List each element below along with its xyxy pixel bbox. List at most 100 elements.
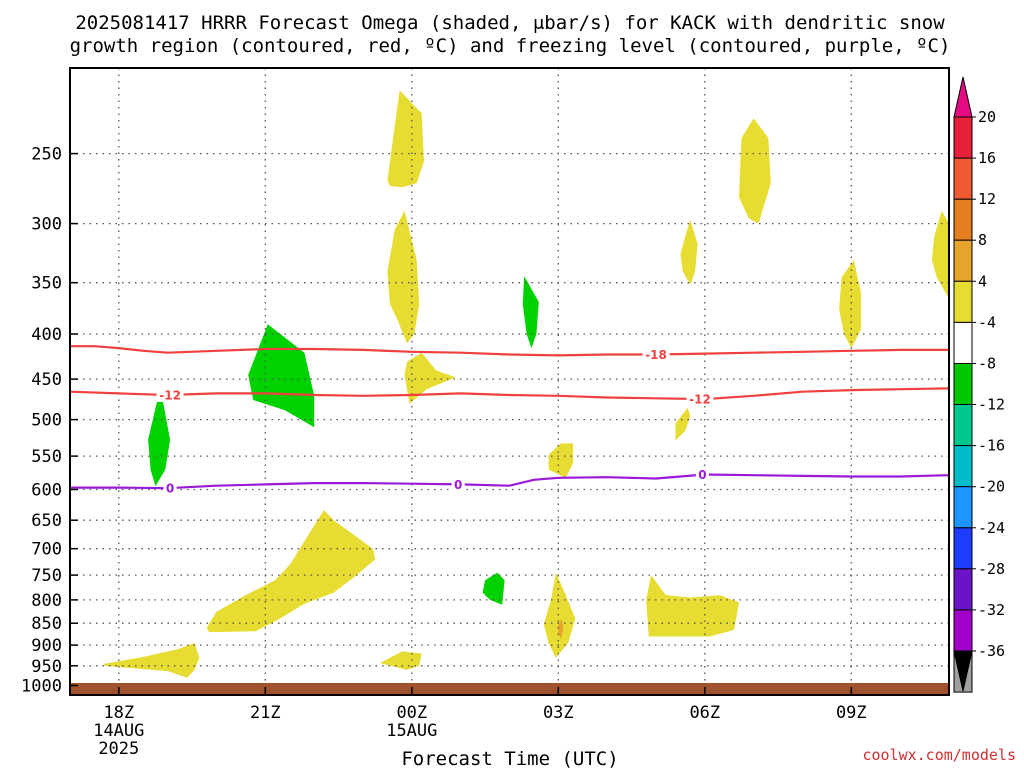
y-tick-label-950: 950 (31, 657, 62, 677)
contour-label--12-1: -12 (689, 393, 711, 407)
contour-label-bg--12-0 (156, 387, 184, 402)
omega-region-ascent-1 (248, 324, 315, 428)
y-tick-label-600: 600 (31, 481, 62, 501)
contour-label--12-0: -12 (159, 388, 181, 402)
colorbar-swatch-11 (953, 568, 973, 611)
y-tick-label-450: 450 (31, 370, 62, 390)
colorbar-swatch-6 (953, 363, 973, 406)
colorbar-swatch-10 (953, 527, 973, 570)
grid-layer (70, 68, 949, 695)
source-credit: coolwx.com/models (862, 746, 1016, 764)
contour-label-bg--12-1 (686, 392, 714, 406)
y-tick-label-1000: 1000 (21, 677, 62, 697)
ground-bar (70, 683, 949, 695)
colorbar-swatch-9 (953, 486, 973, 529)
colorbar-label-6: -8 (978, 355, 996, 373)
colorbar-label-10: -24 (978, 519, 1005, 537)
omega-region-ascent-2 (522, 276, 539, 349)
x-tick-label-00Z: 00Z (396, 703, 427, 723)
colorbar-label-1: 16 (978, 149, 996, 167)
omega-shading-layer (104, 90, 949, 678)
omega-region-sink-4 (739, 118, 771, 224)
y-tick-label-750: 750 (31, 566, 62, 586)
y-tick-label-250: 250 (31, 145, 62, 165)
omega-region-sink-3 (680, 219, 698, 285)
colorbar-label-5: -4 (978, 313, 996, 331)
y-tick-label-850: 850 (31, 614, 62, 634)
colorbar-label-8: -16 (978, 437, 1005, 455)
colorbar-swatch-1 (953, 157, 973, 200)
x-tick-label-21Z: 21Z (250, 703, 281, 723)
contour-label-bg-0-1 (451, 477, 465, 492)
omega-region-sink-10 (104, 643, 200, 678)
contour-label-0-0: 0 (166, 482, 174, 496)
colorbar-min-arrow (953, 650, 973, 692)
contour-label-bg-0-2 (695, 467, 709, 482)
colorbar-label-13: -36 (978, 642, 1005, 660)
colorbar: 20 16 12 8 4 -4 -8 -12 -16 -20 -24 -28 -32 -36 (953, 76, 1005, 693)
omega-region-sink-8 (548, 443, 573, 478)
colorbar-swatch-12 (953, 609, 973, 652)
colorbar-label-4: 4 (978, 272, 987, 290)
omega-region-sink-6 (931, 210, 949, 299)
omega-region-sink-0 (387, 90, 424, 188)
omega-region-ascent-3 (482, 572, 505, 605)
contour-label-0-1: 0 (454, 478, 462, 492)
contour-line--12 (70, 387, 949, 401)
colorbar-swatch-4 (953, 280, 973, 323)
chart-title-line-1: 2025081417 HRRR Forecast Omega (shaded, … (75, 12, 945, 34)
colorbar-swatch-0 (953, 116, 973, 159)
colorbar-label-9: -20 (978, 478, 1005, 496)
contour-layer: -18 -12 -12 0 0 0 (70, 345, 949, 496)
omega-region-sink-14 (558, 618, 564, 639)
chart-title-line-2: growth region (contoured, red, ºC) and f… (70, 35, 951, 57)
plot-frame (69, 67, 950, 696)
omega-region-sink-12 (543, 572, 576, 658)
colorbar-swatch-2 (953, 198, 973, 241)
colorbar-label-0: 20 (978, 108, 996, 126)
x-tick-label-09Z: 09Z (836, 703, 867, 723)
y-axis: 250 300 350 400 450 500 550 600 650 700 750 800 850 9… (21, 145, 78, 697)
x-tick-year-18Z: 2025 (98, 739, 139, 759)
y-tick-label-800: 800 (31, 591, 62, 611)
contour-line--18 (70, 345, 949, 357)
omega-region-sink-1 (387, 210, 420, 344)
y-tick-label-650: 650 (31, 511, 62, 531)
colorbar-label-12: -32 (978, 601, 1005, 619)
omega-region-sink-7 (675, 407, 691, 441)
x-tick-date-18Z: 14AUG (93, 721, 144, 741)
x-tick-label-18Z: 18Z (103, 703, 134, 723)
colorbar-label-11: -28 (978, 560, 1005, 578)
contour-line-0 (70, 473, 949, 490)
y-tick-label-350: 350 (31, 274, 62, 294)
y-tick-label-700: 700 (31, 540, 62, 560)
y-tick-label-400: 400 (31, 325, 62, 345)
omega-region-ascent-0 (148, 387, 171, 487)
colorbar-swatch-8 (953, 445, 973, 488)
omega-region-sink-11 (380, 651, 422, 670)
colorbar-swatch-3 (953, 239, 973, 282)
contour-label-0-2: 0 (698, 468, 706, 482)
x-tick-label-03Z: 03Z (543, 703, 574, 723)
colorbar-max-arrow (953, 76, 973, 118)
omega-region-sink-2 (404, 352, 456, 404)
y-tick-label-500: 500 (31, 411, 62, 431)
y-tick-label-300: 300 (31, 215, 62, 235)
y-tick-label-550: 550 (31, 447, 62, 467)
omega-region-sink-9 (206, 510, 376, 633)
colorbar-label-7: -12 (978, 396, 1005, 414)
omega-region-sink-5 (839, 260, 862, 349)
colorbar-label-3: 8 (978, 231, 987, 249)
colorbar-swatch-7 (953, 404, 973, 447)
x-axis-label: Forecast Time (UTC) (401, 748, 618, 768)
x-tick-label-06Z: 06Z (689, 703, 720, 723)
colorbar-label-2: 12 (978, 190, 996, 208)
contour-label-bg-0-0 (163, 481, 177, 496)
omega-region-sink-13 (646, 575, 739, 637)
colorbar-swatch-5 (953, 321, 973, 364)
x-tick-date-00Z: 15AUG (386, 721, 437, 741)
contour-label--18-0: -18 (645, 348, 667, 362)
contour-label-bg--18-0 (642, 347, 670, 362)
